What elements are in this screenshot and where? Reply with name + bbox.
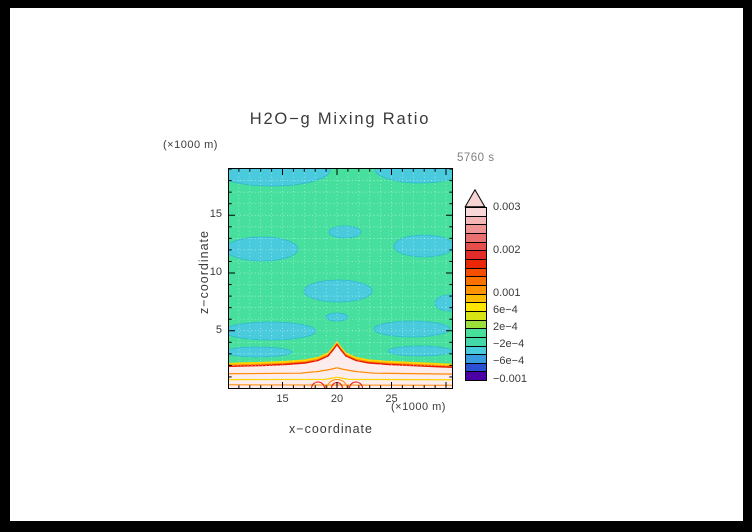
colorbar-segment (466, 329, 486, 338)
x-tick-label: 25 (385, 393, 398, 405)
anomaly-blob (228, 346, 293, 358)
colorbar-arrow-shape (464, 189, 486, 208)
x-tick-label: 15 (276, 393, 289, 405)
time-label: 5760 s (457, 152, 495, 164)
plot-title: H2O−g Mixing Ratio (249, 110, 431, 128)
colorbar-segment (466, 225, 486, 234)
axis-box (228, 168, 453, 389)
colorbar-segment (466, 320, 486, 330)
y-tick-label: 10 (209, 266, 222, 278)
colorbar-segment (466, 355, 486, 364)
anomaly-blob (303, 279, 373, 303)
colorbar-tick-label: 2e−4 (493, 320, 518, 333)
surface-dome-contour (326, 378, 348, 389)
colorbar-overflow-arrow (464, 189, 486, 208)
colorbar-segment (466, 303, 486, 312)
y-axis-unit-label: (×1000 m) (163, 139, 218, 151)
colorbar-segment (466, 251, 486, 260)
colorbar-tick-label: 6e−4 (493, 303, 518, 316)
colorbar-tick-label: 0.002 (493, 243, 521, 256)
colorbar-tick-label: 0.003 (493, 200, 521, 213)
x-axis-label: x−coordinate (289, 422, 373, 436)
x-tick-label: 20 (330, 393, 344, 405)
colorbar-tick-label: −0.001 (493, 372, 527, 385)
colorbar-tick-label: −2e−4 (493, 338, 525, 351)
axis-tick-marks (228, 168, 453, 389)
stratified-contour-line (228, 376, 453, 381)
colorbar-tick-label: 0.001 (493, 286, 521, 299)
colorbar-segment (466, 216, 486, 226)
colorbar-segment (466, 311, 486, 321)
y-tick-label: 15 (209, 208, 222, 221)
grid-lines (229, 169, 452, 388)
surface-dome-contour (310, 381, 326, 389)
colorbar-segment (466, 346, 486, 356)
colorbar-segment (466, 259, 486, 269)
surface-dome-contour (348, 381, 364, 389)
anomaly-blob (228, 236, 299, 262)
colorbar-segment (466, 363, 486, 373)
y-tick-label: 5 (215, 323, 222, 336)
colorbar-segment (466, 285, 486, 295)
colorbar-segment (466, 208, 486, 217)
x-axis-unit-label: (×1000 m) (391, 401, 446, 413)
colorbar (465, 207, 487, 381)
colorbar-segment (466, 242, 486, 252)
negative-anomaly-blobs (228, 168, 453, 358)
anomaly-blob (373, 320, 451, 338)
colorbar-tick-label: −6e−4 (493, 355, 525, 368)
colorbar-segment (466, 337, 486, 347)
colorbar-segment (466, 372, 486, 381)
anomaly-blob (228, 168, 331, 187)
colorbar-segment (466, 277, 486, 286)
colorbar-segment (466, 233, 486, 243)
colorbar-segment (466, 294, 486, 304)
colorbar-segment (466, 268, 486, 278)
